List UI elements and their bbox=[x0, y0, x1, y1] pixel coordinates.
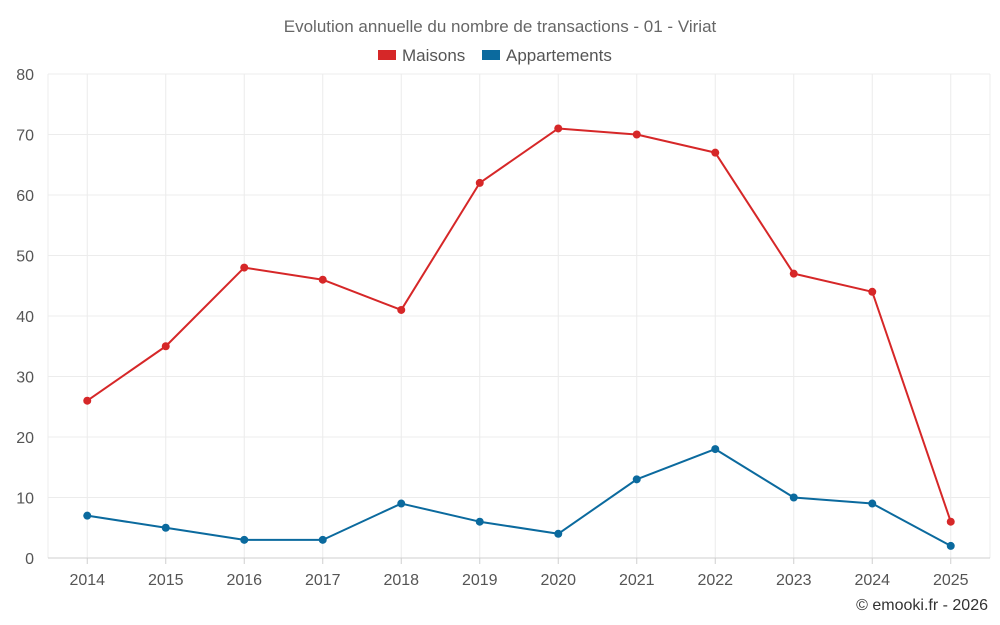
y-tick-label: 30 bbox=[16, 370, 34, 387]
y-tick-label: 0 bbox=[25, 551, 34, 568]
data-point-maisons[interactable] bbox=[83, 396, 92, 405]
data-point-appartements[interactable] bbox=[789, 493, 798, 502]
series-line-appartements bbox=[87, 448, 952, 547]
axes: 0 10 20 30 40 50 60 70 80 2014 2015 2016 2017 2018 201… bbox=[16, 67, 990, 589]
data-point-maisons[interactable] bbox=[240, 263, 249, 272]
x-tick-label: 2017 bbox=[305, 572, 341, 589]
x-tick-label: 2019 bbox=[462, 572, 498, 589]
x-tick-label: 2016 bbox=[226, 572, 262, 589]
data-point-appartements[interactable] bbox=[475, 517, 484, 526]
data-point-maisons[interactable] bbox=[554, 124, 563, 133]
data-point-appartements[interactable] bbox=[161, 523, 170, 532]
legend-label-maisons[interactable]: Maisons bbox=[402, 46, 465, 65]
y-tick-label: 70 bbox=[16, 128, 34, 145]
series-line-maisons bbox=[86, 127, 952, 523]
data-point-appartements[interactable] bbox=[554, 529, 563, 538]
x-tick-label: 2018 bbox=[383, 572, 419, 589]
data-point-appartements[interactable] bbox=[868, 499, 877, 508]
data-point-appartements[interactable] bbox=[83, 511, 92, 520]
y-tick-label: 20 bbox=[16, 430, 34, 447]
x-tick-label: 2023 bbox=[776, 572, 812, 589]
legend-label-appartements[interactable]: Appartements bbox=[506, 46, 612, 65]
data-point-appartements[interactable] bbox=[397, 499, 406, 508]
y-tick-label: 80 bbox=[16, 67, 34, 84]
legend: Maisons Appartements bbox=[378, 46, 612, 65]
y-tick-label: 60 bbox=[16, 188, 34, 205]
data-point-maisons[interactable] bbox=[711, 148, 720, 157]
y-tick-label: 40 bbox=[16, 309, 34, 326]
data-point-maisons[interactable] bbox=[868, 287, 877, 296]
data-point-appartements[interactable] bbox=[240, 535, 249, 544]
x-tick-label: 2021 bbox=[619, 572, 655, 589]
data-point-appartements[interactable] bbox=[946, 541, 955, 550]
data-point-maisons[interactable] bbox=[475, 178, 484, 187]
x-tick-label: 2014 bbox=[69, 572, 105, 589]
data-point-appartements[interactable] bbox=[711, 445, 720, 454]
x-tick-label: 2024 bbox=[854, 572, 890, 589]
data-point-maisons[interactable] bbox=[318, 275, 327, 284]
y-tick-label: 10 bbox=[16, 491, 34, 508]
data-point-appartements[interactable] bbox=[318, 535, 327, 544]
grid bbox=[47, 73, 991, 559]
y-tick-label: 50 bbox=[16, 249, 34, 266]
data-point-maisons[interactable] bbox=[161, 342, 170, 351]
x-tick-label: 2022 bbox=[697, 572, 733, 589]
chart-title: Evolution annuelle du nombre de transact… bbox=[284, 17, 717, 36]
legend-swatch-maisons bbox=[378, 50, 396, 60]
data-point-maisons[interactable] bbox=[789, 269, 798, 278]
data-point-maisons[interactable] bbox=[632, 130, 641, 139]
credit-text: © emooki.fr - 2026 bbox=[856, 597, 988, 614]
data-point-maisons[interactable] bbox=[946, 517, 955, 526]
data-point-maisons[interactable] bbox=[397, 305, 406, 314]
x-tick-label: 2020 bbox=[540, 572, 576, 589]
legend-swatch-appartements bbox=[482, 50, 500, 60]
data-point-appartements[interactable] bbox=[632, 475, 641, 484]
x-tick-label: 2025 bbox=[933, 572, 969, 589]
x-tick-label: 2015 bbox=[148, 572, 184, 589]
series bbox=[83, 124, 955, 550]
